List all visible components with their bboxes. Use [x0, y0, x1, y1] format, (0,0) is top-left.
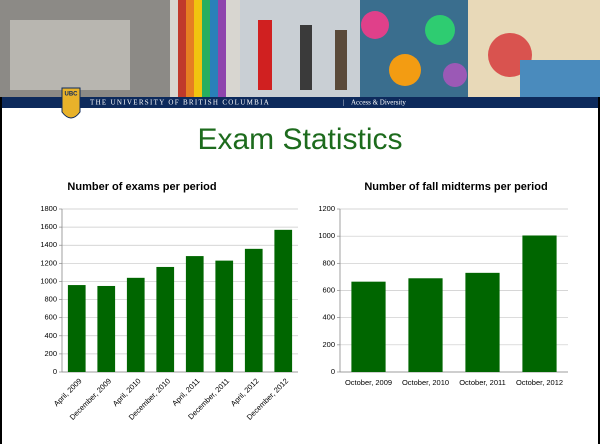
slide-title: Exam Statistics [197, 123, 402, 156]
y-tick-label: 400 [322, 313, 335, 322]
bar [274, 229, 293, 372]
y-tick-label: 400 [44, 331, 57, 340]
header-strip [0, 97, 600, 108]
photo-figure [258, 20, 272, 90]
y-tick-label: 600 [322, 285, 335, 294]
bar [215, 260, 234, 372]
unit-name: Access & Diversity [351, 99, 406, 107]
y-tick-label: 0 [53, 367, 57, 376]
bar [465, 272, 500, 372]
button [389, 54, 421, 86]
bar [67, 285, 86, 372]
y-tick-label: 600 [44, 313, 57, 322]
y-tick-label: 1200 [40, 258, 57, 267]
bar [97, 285, 116, 372]
slide-border [598, 97, 600, 444]
y-tick-label: 800 [322, 258, 335, 267]
x-tick-label: October, 2009 [345, 378, 392, 387]
flag-stripe [218, 0, 226, 97]
bar [185, 256, 204, 372]
y-tick-label: 0 [331, 367, 335, 376]
flag-stripe [210, 0, 218, 97]
bar [126, 277, 145, 372]
y-tick-label: 1000 [40, 276, 57, 285]
flag-stripe [186, 0, 194, 97]
button [361, 11, 389, 39]
logo-shield [61, 87, 81, 119]
flag-stripe [194, 0, 202, 97]
photo-figure [300, 25, 312, 90]
y-tick-label: 1600 [40, 222, 57, 231]
photo-figure [335, 30, 347, 90]
button [443, 63, 467, 87]
bar [408, 278, 443, 372]
button [425, 15, 455, 45]
x-tick-label: October, 2011 [459, 378, 506, 387]
slide-border [0, 97, 2, 444]
y-tick-label: 1400 [40, 240, 57, 249]
university-name: THE UNIVERSITY OF BRITISH COLUMBIA [90, 99, 270, 107]
logo-text: UBC [65, 92, 79, 98]
bar [351, 281, 386, 372]
chart-title: Number of fall midterms per period [364, 181, 547, 193]
bar [244, 248, 263, 372]
y-tick-label: 1200 [318, 204, 335, 213]
photo-detail [10, 20, 130, 90]
bar [522, 235, 557, 372]
flag-stripe [178, 0, 186, 97]
x-tick-label: October, 2010 [402, 378, 449, 387]
poster-fabric [520, 60, 600, 97]
banner: UBC THE UNIVERSITY OF BRITISH COLUMBIA |… [0, 0, 600, 119]
separator: | [343, 99, 344, 107]
y-tick-label: 1800 [40, 204, 57, 213]
bar [156, 266, 175, 372]
y-tick-label: 200 [44, 349, 57, 358]
chart-title: Number of exams per period [67, 181, 216, 193]
y-tick-label: 200 [322, 340, 335, 349]
flag-stripe [202, 0, 210, 97]
y-tick-label: 800 [44, 295, 57, 304]
y-tick-label: 1000 [318, 231, 335, 240]
x-tick-label: October, 2012 [516, 378, 563, 387]
